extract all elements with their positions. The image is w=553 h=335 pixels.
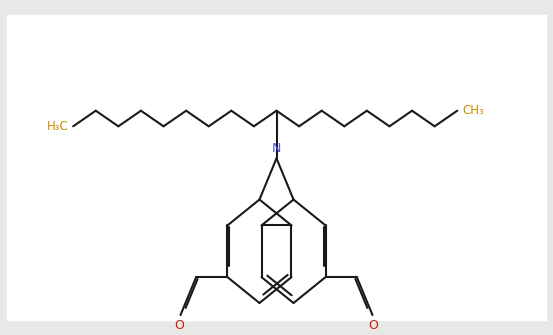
Text: O: O xyxy=(174,319,184,332)
Text: N: N xyxy=(272,142,281,155)
Text: CH₃: CH₃ xyxy=(462,104,484,117)
Text: H₃C: H₃C xyxy=(46,120,69,133)
Text: O: O xyxy=(369,319,379,332)
